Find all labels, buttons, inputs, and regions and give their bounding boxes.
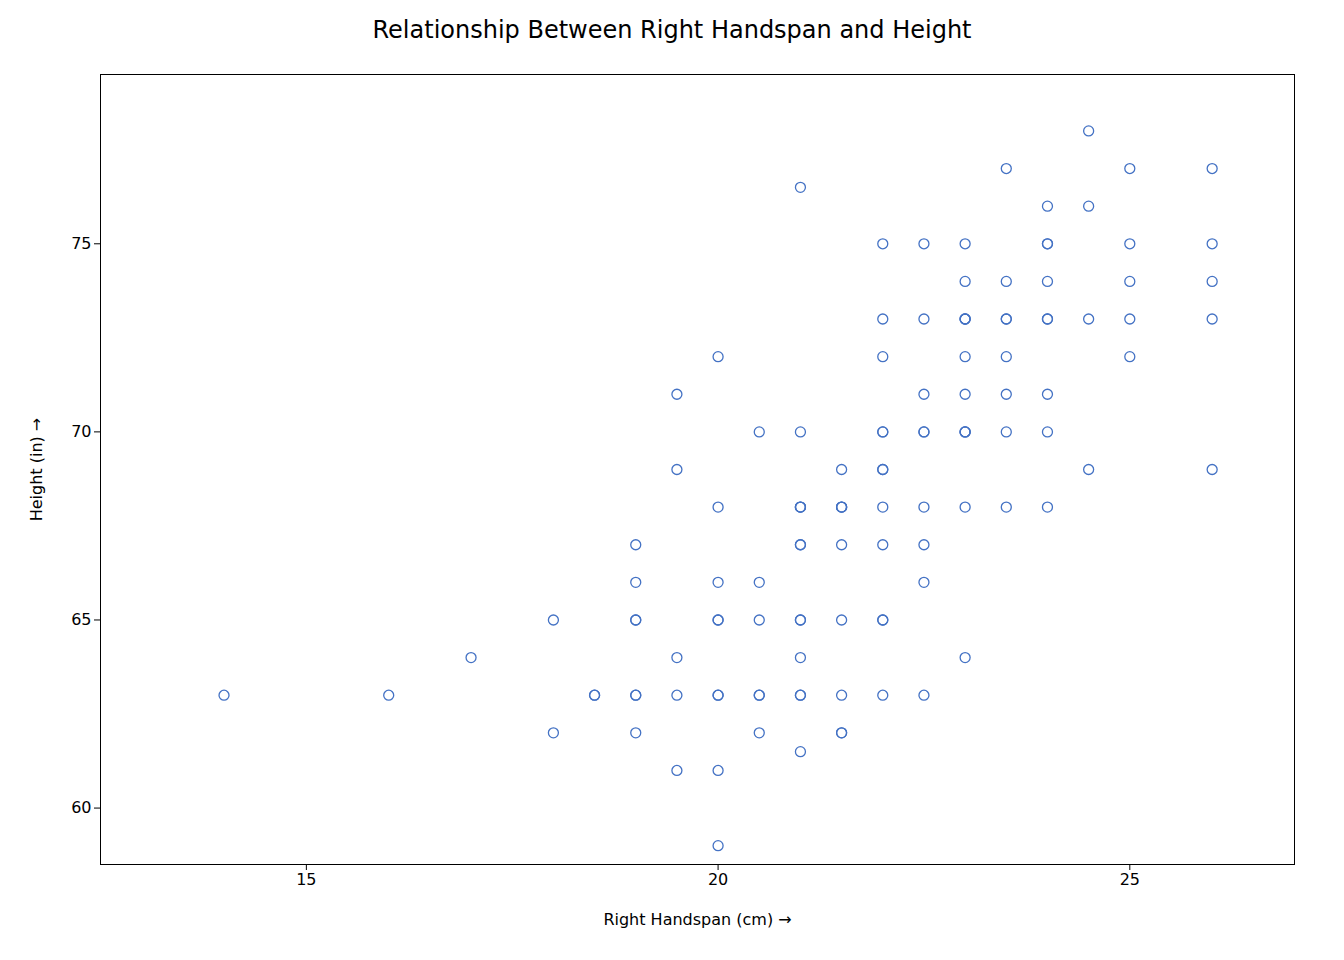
svg-text:60: 60	[71, 798, 91, 817]
svg-text:20: 20	[708, 870, 728, 889]
svg-text:70: 70	[71, 422, 91, 441]
svg-text:Right Handspan (cm) →: Right Handspan (cm) →	[603, 910, 791, 929]
svg-text:Height (in) →: Height (in) →	[27, 418, 46, 522]
svg-text:75: 75	[71, 234, 91, 253]
html-text:Relationship Between Right Han: Relationship Between Right Handspan and …	[372, 16, 972, 44]
svg-text:65: 65	[71, 610, 91, 629]
svg-text:25: 25	[1120, 870, 1140, 889]
svg-text:15: 15	[296, 870, 316, 889]
